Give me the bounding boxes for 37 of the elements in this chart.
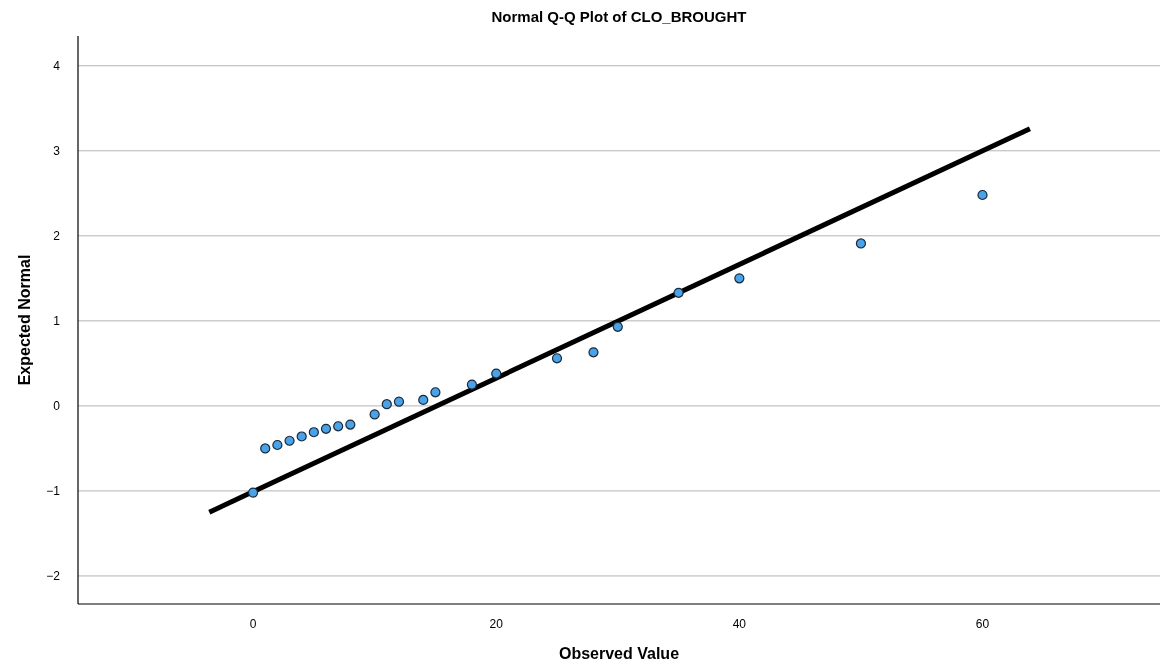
point: [588, 347, 599, 358]
point: [381, 399, 392, 410]
y-tick-label: −2: [46, 569, 61, 584]
point: [612, 321, 623, 332]
y-tick-label: −1: [46, 484, 61, 499]
y-axis-title: Expected Normal: [16, 254, 33, 386]
x-tick-label: 60: [975, 617, 990, 631]
point: [369, 409, 380, 420]
point: [734, 273, 745, 284]
y-tick-label: 0: [53, 399, 61, 414]
point: [491, 368, 502, 379]
point: [855, 238, 867, 249]
x-axis-title: Observed Value: [558, 645, 680, 662]
point: [247, 487, 259, 498]
point: [345, 419, 356, 430]
point: [418, 394, 429, 406]
point: [284, 435, 295, 446]
x-tick-label: 40: [732, 617, 747, 631]
point: [393, 396, 405, 407]
point: [308, 427, 319, 438]
point: [466, 379, 478, 390]
point: [977, 189, 988, 201]
point: [320, 423, 332, 434]
chart-title: Normal Q-Q Plot of CLO_BROUGHT: [491, 8, 747, 25]
point: [673, 287, 684, 298]
point: [296, 431, 307, 442]
point: [272, 439, 283, 451]
point: [430, 387, 441, 398]
x-tick-label: 20: [489, 617, 504, 631]
y-tick-label: 3: [53, 143, 61, 158]
point: [551, 353, 563, 364]
point: [333, 421, 344, 432]
x-tick-label: 0: [249, 617, 257, 631]
y-tick-label: 2: [53, 229, 61, 244]
y-tick-label: 4: [53, 58, 61, 73]
y-tick-label: 1: [53, 314, 61, 329]
point: [260, 443, 271, 454]
